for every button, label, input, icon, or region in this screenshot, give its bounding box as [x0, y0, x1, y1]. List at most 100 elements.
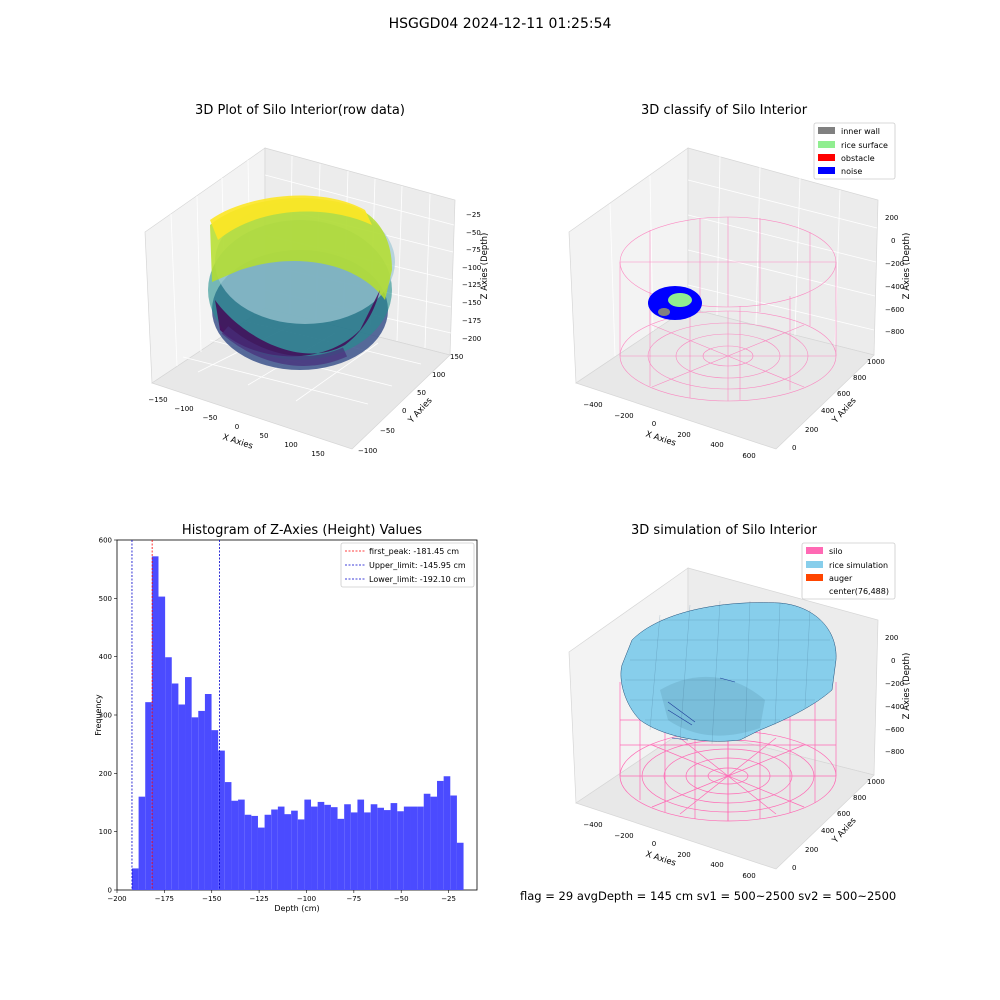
- p2-zlabel: Z Axies (Depth): [902, 233, 912, 300]
- p1-ztick: −25: [466, 211, 481, 219]
- p4-legend-swatch: [806, 561, 823, 568]
- p2-ztick: −600: [885, 306, 904, 314]
- y-tick-label: 400: [99, 653, 112, 661]
- p1-ztick: −150: [462, 299, 481, 307]
- p2-ytick: 1000: [867, 358, 885, 366]
- p1-ztick: −50: [466, 229, 481, 237]
- p1-xtick: −50: [203, 414, 218, 422]
- histogram-bar: [158, 596, 166, 890]
- histogram-bar: [383, 810, 391, 890]
- histogram-bar: [417, 806, 424, 890]
- p4-xtick: −400: [583, 821, 602, 829]
- p2-silo-wireframe: [619, 216, 837, 402]
- p2-3d-plot: inner wall rice surface obstacle noise −…: [568, 122, 912, 460]
- histogram-bar: [178, 704, 186, 890]
- y-tick-label: 300: [99, 712, 112, 720]
- y-tick-label: 200: [99, 770, 112, 778]
- p3-legend-label: Lower_limit: -192.10 cm: [369, 575, 466, 584]
- p1-xtick: −150: [148, 396, 167, 404]
- histogram-bar: [450, 795, 457, 890]
- p2-floor-pane: [575, 307, 875, 450]
- x-tick-label: −25: [441, 895, 456, 903]
- p3-ylabel: Frequency: [94, 694, 103, 736]
- histogram-bar: [350, 812, 358, 890]
- p4-3d-plot: silo rice simulation auger center(76,488…: [568, 542, 912, 880]
- x-tick-label: −125: [249, 895, 268, 903]
- histogram-bar: [330, 807, 338, 890]
- histogram-bar: [364, 812, 371, 890]
- p4-xtick: 600: [742, 872, 755, 880]
- histogram-bar: [211, 730, 219, 890]
- p2-xtick: 400: [710, 441, 723, 449]
- p2-yticks: 0 200 400 600 800 1000: [792, 358, 885, 452]
- histogram-bar: [198, 710, 205, 890]
- histogram-bar: [337, 818, 345, 890]
- figure-title: HSGGD04 2024-12-11 01:25:54: [388, 16, 612, 32]
- histogram-bar: [145, 702, 152, 890]
- p2-title: 3D classify of Silo Interior: [640, 103, 808, 118]
- p4-rice-surface: [620, 602, 837, 742]
- p4-xtick: −200: [614, 832, 633, 840]
- p1-ztick: −175: [462, 317, 481, 325]
- p4-ytick: 400: [821, 827, 834, 835]
- histogram-bar: [377, 807, 384, 890]
- histogram-bar: [317, 801, 325, 890]
- p1-ztick: −200: [462, 335, 481, 343]
- histogram-bar: [410, 806, 418, 890]
- histogram-bar: [138, 796, 146, 890]
- y-tick-label: 0: [108, 887, 112, 895]
- histogram-bar: [357, 799, 365, 890]
- p1-ztick: −75: [466, 246, 481, 254]
- x-tick-label: −200: [107, 895, 126, 903]
- p4-floor-pane: [575, 727, 875, 870]
- p2-legend-swatch: [818, 154, 835, 161]
- p1-ytick: −100: [358, 447, 377, 455]
- p1-xtick: 50: [260, 432, 269, 440]
- histogram-bar: [271, 809, 278, 890]
- histogram-bar: [191, 717, 199, 890]
- p4-ytick: 600: [837, 810, 850, 818]
- p1-xtick: 0: [235, 423, 239, 431]
- p2-ztick: −800: [885, 328, 904, 336]
- histogram-bar: [257, 827, 265, 890]
- histogram-bar: [238, 799, 245, 890]
- p4-xtick: 400: [710, 861, 723, 869]
- p4-ztick: −200: [885, 680, 904, 688]
- histogram-bar: [430, 796, 438, 890]
- histogram-bar: [456, 842, 464, 890]
- p1-ytick: 0: [402, 407, 406, 415]
- x-tick-label: −50: [394, 895, 409, 903]
- x-tick-label: −75: [346, 895, 361, 903]
- p2-legend-label: noise: [841, 167, 862, 176]
- p2-legend-swatch: [818, 127, 835, 134]
- p1-ztick: −100: [462, 264, 481, 272]
- p3-histogram: −200 −175 −150 −125 −100 −75 −50 −25 0 100 200 300…: [94, 537, 478, 913]
- x-tick-label: −100: [297, 895, 316, 903]
- p3-title: Histogram of Z-Axies (Height) Values: [181, 523, 423, 538]
- histogram-bar: [151, 556, 159, 890]
- p4-legend-label: rice simulation: [829, 561, 888, 570]
- p1-zlabel: Z Axies (Depth): [480, 233, 490, 300]
- p1-xlabel: X Axies: [221, 432, 254, 451]
- p2-ztick: 0: [891, 237, 895, 245]
- p1-ylabel: Y Axies: [406, 395, 435, 426]
- histogram-bar: [344, 804, 351, 890]
- p2-xtick: −200: [614, 412, 633, 420]
- p4-xtick: 0: [652, 840, 656, 848]
- y-tick-label: 600: [99, 537, 112, 545]
- p4-ztick: 200: [885, 634, 898, 642]
- p1-yticks: −100 −50 0 50 100 150: [358, 353, 463, 455]
- p4-ztick: −400: [885, 703, 904, 711]
- p3-legend: first_peak: -181.45 cm Upper_limit: -145…: [340, 542, 475, 588]
- histogram-bar: [165, 657, 172, 890]
- histogram-bar: [264, 814, 272, 890]
- p4-legend: silo rice simulation auger center(76,488…: [801, 542, 896, 600]
- p2-legend-swatch: [818, 141, 835, 148]
- p4-ytick: 200: [805, 846, 818, 854]
- p4-xlabel: X Axies: [644, 849, 677, 868]
- p2-legend-label: inner wall: [841, 127, 880, 136]
- x-tick-label: −150: [202, 895, 221, 903]
- p1-ytick: 100: [432, 371, 445, 379]
- p1-point-cloud: [208, 195, 395, 370]
- p3-vlines: [131, 540, 220, 890]
